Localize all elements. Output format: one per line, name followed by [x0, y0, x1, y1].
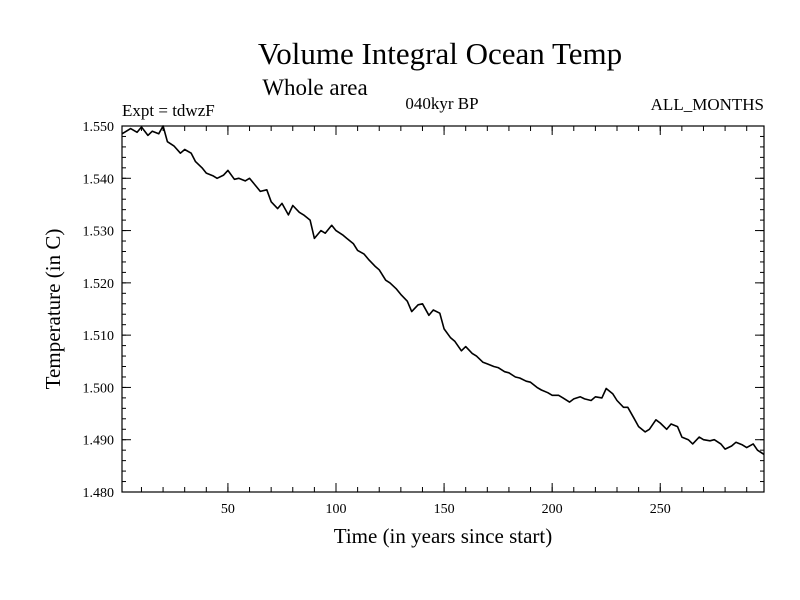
x-tick-label: 50 — [221, 502, 235, 517]
y-tick-label: 1.550 — [83, 120, 115, 135]
tick-labels: 50 100 150 200 250 1.480 1.490 1.500 1.510 1.520 1… — [83, 120, 671, 517]
y-tick-label: 1.510 — [83, 329, 115, 344]
y-tick-label: 1.480 — [83, 486, 115, 501]
x-axis-label: Time (in years since start) — [334, 524, 553, 548]
chart-subtitle: Whole area — [262, 75, 367, 100]
y-tick-label: 1.540 — [83, 172, 115, 187]
x-tick-label: 250 — [650, 502, 671, 517]
y-tick-label: 1.520 — [83, 277, 115, 292]
tick-marks — [122, 125, 764, 493]
x-tick-label: 100 — [326, 502, 347, 517]
y-axis-label: Temperature (in C) — [41, 229, 65, 390]
experiment-label: Expt = tdwzF — [122, 101, 215, 120]
x-tick-label: 150 — [434, 502, 455, 517]
plot-frame — [121, 125, 765, 493]
x-tick-label: 200 — [542, 502, 563, 517]
y-tick-label: 1.500 — [83, 381, 115, 396]
y-tick-label: 1.530 — [83, 225, 115, 240]
months-label: ALL_MONTHS — [651, 95, 764, 114]
series-line-temperature — [121, 125, 765, 456]
y-tick-label: 1.490 — [83, 434, 115, 449]
chart-title: Volume Integral Ocean Temp — [258, 36, 622, 71]
period-label: 040kyr BP — [405, 94, 478, 113]
